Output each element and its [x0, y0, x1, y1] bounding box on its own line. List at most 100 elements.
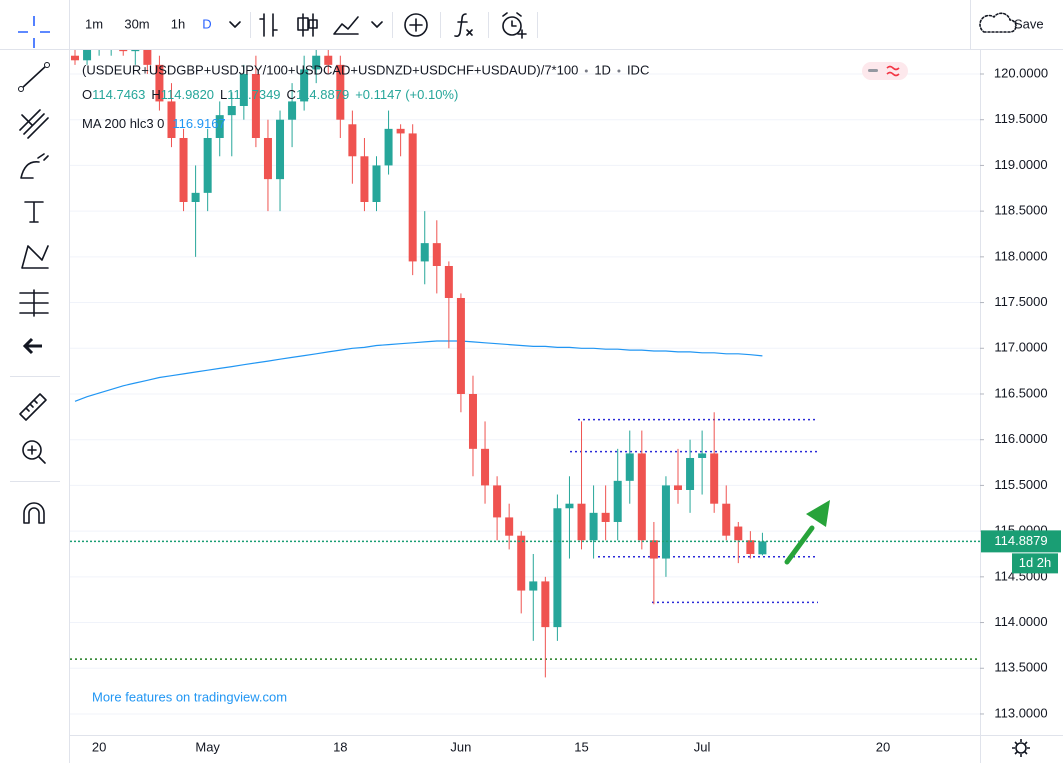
- candle-body: [493, 485, 502, 518]
- candle-body: [83, 50, 92, 61]
- x-tick-label: May: [195, 739, 220, 754]
- candle-body: [481, 448, 490, 486]
- ohlc-legend: O114.7463 H114.9820 L114.7349 C114.8879 +0.1…: [82, 87, 458, 102]
- candle-body: [227, 105, 236, 116]
- watermark-link[interactable]: More features on tradingview.com: [92, 689, 287, 704]
- compare-icon[interactable]: [404, 13, 428, 37]
- candle-body: [215, 115, 224, 138]
- x-tick-label: 20: [92, 739, 106, 754]
- measure-tool[interactable]: [19, 393, 47, 421]
- tool-handle: [44, 62, 50, 68]
- candle-body: [203, 137, 212, 193]
- prediction-tool[interactable]: [19, 289, 49, 317]
- last-price-box: [981, 530, 1061, 553]
- candle-body: [384, 128, 393, 166]
- candle-body: [565, 503, 574, 509]
- x-tick-label: 18: [333, 739, 347, 754]
- x-tick-label: Jul: [694, 739, 711, 754]
- alert-icon[interactable]: [502, 16, 522, 36]
- axes: 113.0000113.5000114.0000114.5000115.0000…: [92, 65, 1061, 754]
- settings-button[interactable]: [1012, 739, 1030, 757]
- chart-type-dropdown[interactable]: [371, 21, 383, 28]
- hide-toolbar[interactable]: [22, 337, 42, 355]
- save-button[interactable]: Save: [1014, 16, 1044, 31]
- trendline-tool[interactable]: [20, 64, 48, 90]
- x-tick-label: 15: [574, 739, 588, 754]
- candle-body: [372, 165, 381, 202]
- symbol-title: (USDEUR+USDGBP+USDJPY/100+USDCAD+USDNZD+…: [82, 62, 578, 77]
- candle-body: [276, 119, 285, 180]
- countdown-box: [1012, 553, 1058, 574]
- candle-body: [420, 243, 429, 262]
- y-tick-label: 116.0000: [994, 431, 1047, 446]
- badge-icon: [886, 65, 900, 77]
- pattern-tool[interactable]: [21, 245, 49, 269]
- interval-button[interactable]: 1m: [85, 16, 103, 31]
- candle-body: [722, 503, 731, 536]
- candle-body: [300, 69, 309, 102]
- x-tick-label: 20: [876, 739, 890, 754]
- ohlc-value: 114.7463: [92, 87, 145, 102]
- indicator-legend: MA 200 hlc3 0 116.9167: [82, 116, 226, 131]
- last-price-label: 114.8879: [994, 533, 1047, 548]
- separator-dot: [617, 69, 621, 73]
- tool-handle: [18, 86, 24, 92]
- crosshair-tool[interactable]: [18, 16, 50, 48]
- separator-dot: [584, 69, 588, 73]
- candle-body: [456, 297, 465, 394]
- badge-icon: [868, 69, 878, 72]
- candle-body: [698, 453, 707, 458]
- candle-body: [312, 55, 321, 70]
- candles-icon[interactable]: [297, 13, 318, 37]
- candle-body: [625, 453, 634, 481]
- candle-body: [649, 540, 658, 559]
- candle-body: [734, 526, 743, 541]
- candle-body: [119, 50, 128, 52]
- legend: (USDEUR+USDGBP+USDJPY/100+USDCAD+USDNZD+…: [82, 62, 908, 131]
- ohlc-key: H: [151, 87, 160, 102]
- y-tick-label: 116.5000: [994, 385, 1047, 400]
- candle-body: [541, 581, 550, 628]
- fib-tool[interactable]: [19, 109, 49, 139]
- interval-button-active[interactable]: D: [202, 16, 211, 31]
- candle-body: [155, 64, 164, 102]
- interval-dropdown[interactable]: [229, 21, 241, 28]
- candle-body: [251, 73, 260, 138]
- interval-button[interactable]: 30m: [124, 16, 149, 31]
- save-icon[interactable]: [979, 12, 1017, 33]
- arrow-drawing: [784, 500, 830, 565]
- candle-body: [348, 124, 357, 157]
- ohlc-key: C: [287, 87, 296, 102]
- interval-button[interactable]: 1h: [171, 16, 185, 31]
- bars-icon[interactable]: [259, 13, 278, 37]
- ohlc-key: L: [220, 87, 227, 102]
- ohlc-key: O: [82, 87, 92, 102]
- candle-body: [589, 512, 598, 541]
- y-tick-label: 117.0000: [994, 340, 1047, 355]
- candle-body: [131, 50, 140, 52]
- candle-body: [746, 540, 755, 554]
- candle-body: [601, 512, 610, 522]
- brush-tool[interactable]: [20, 153, 49, 179]
- candle-body: [191, 192, 200, 202]
- y-tick-label: 118.5000: [994, 203, 1047, 218]
- chart-type-icon[interactable]: [333, 16, 359, 35]
- candle-body: [239, 73, 248, 106]
- ohlc-value: 114.7349: [227, 87, 280, 102]
- x-tick-label: Jun: [450, 739, 471, 754]
- zoom-tool[interactable]: [22, 440, 42, 460]
- candle-body: [336, 64, 345, 120]
- y-tick-label: 119.5000: [994, 111, 1047, 126]
- text-tool[interactable]: [24, 201, 44, 223]
- candle-body: [661, 485, 670, 559]
- ohlc-value: 114.9820: [161, 87, 214, 102]
- magnet-tool[interactable]: [23, 502, 45, 524]
- candle-body: [408, 133, 417, 262]
- candle-body: [179, 137, 188, 202]
- candle-body: [529, 581, 538, 591]
- candle-body: [71, 55, 79, 61]
- candle-body: [324, 55, 333, 65]
- indicators-icon[interactable]: [454, 13, 473, 37]
- source-label: IDC: [627, 62, 649, 77]
